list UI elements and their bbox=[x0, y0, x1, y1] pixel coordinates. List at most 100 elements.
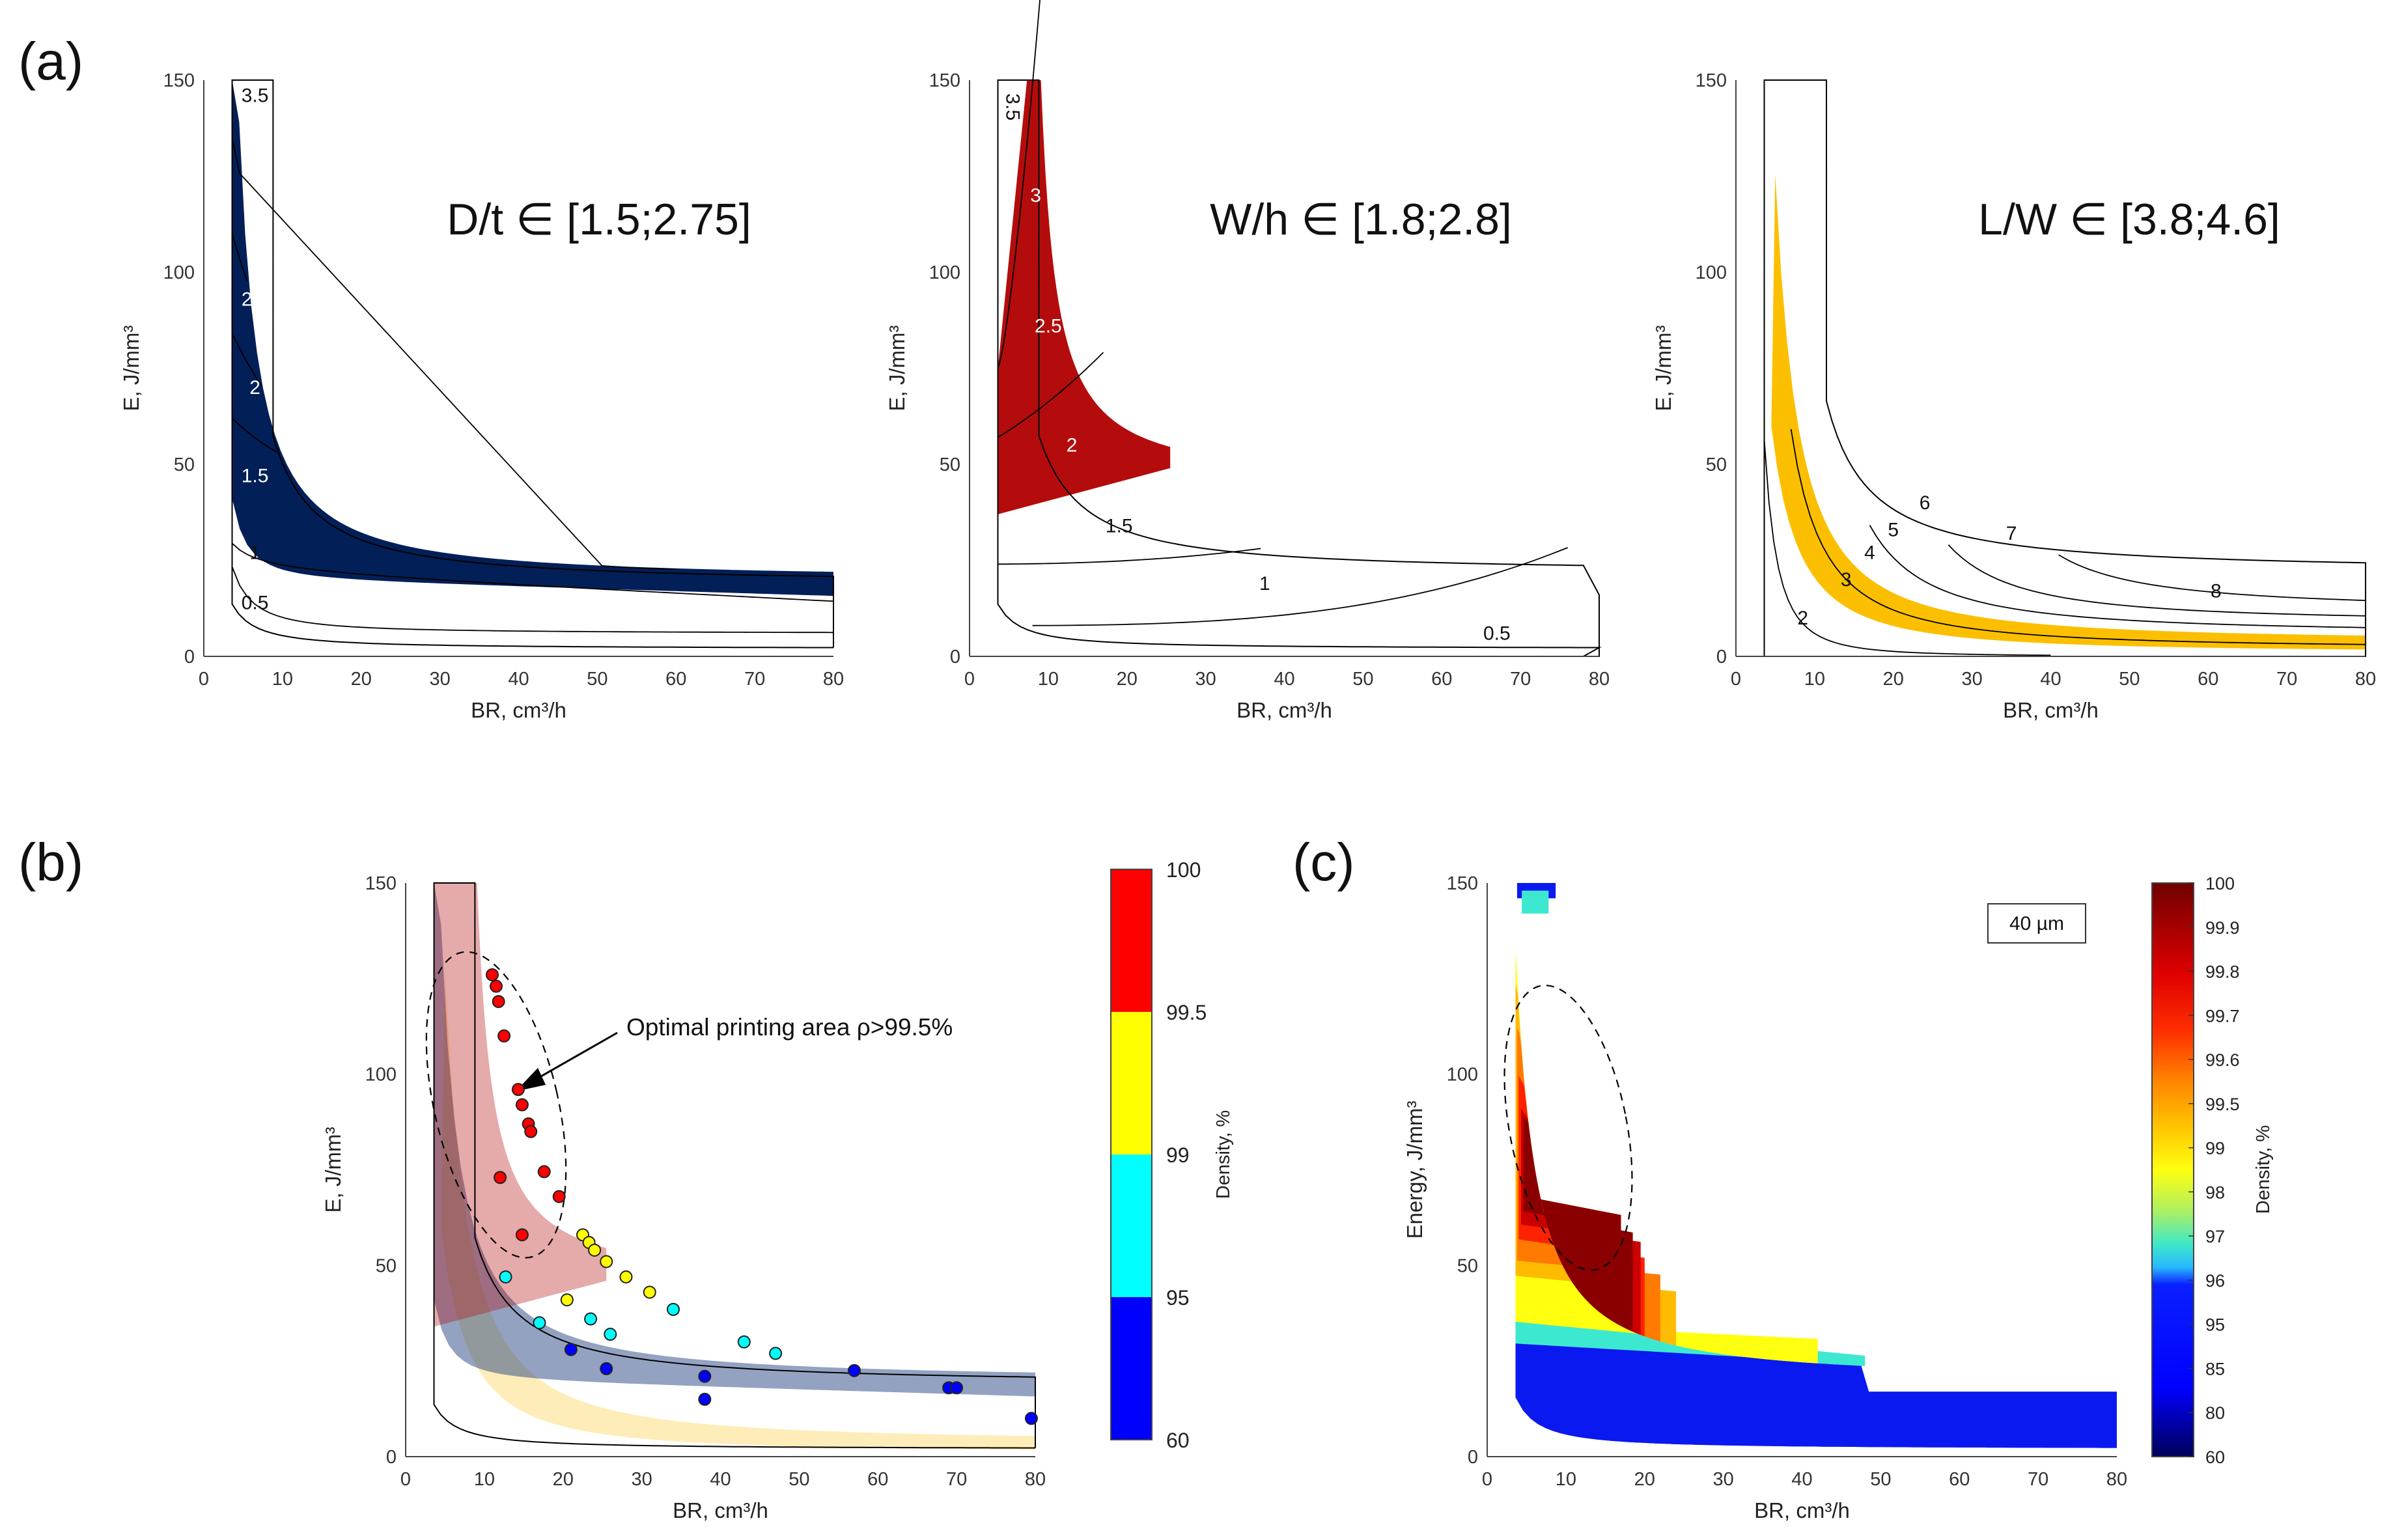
colorbar-tick: 99.6 bbox=[2205, 1050, 2240, 1070]
x-tick-label: 50 bbox=[1870, 1469, 1891, 1490]
x-tick-label: 30 bbox=[631, 1469, 652, 1490]
scatter-point bbox=[698, 1369, 712, 1383]
x-tick-label: 10 bbox=[1038, 669, 1059, 690]
y-tick-label: 0 bbox=[184, 647, 195, 667]
chart-b-density-scatter: Optimal printing area ρ>99.5% 0 10 20 30 40 50… bbox=[321, 858, 1234, 1522]
chart-title: D/t ∈ [1.5;2.75] bbox=[447, 195, 751, 244]
y-tick-label: 100 bbox=[929, 262, 960, 283]
x-tick-label: 50 bbox=[1352, 669, 1373, 690]
x-axis-label: BR, cm³/h bbox=[2003, 698, 2099, 722]
x-tick-label: 30 bbox=[1712, 1469, 1733, 1490]
scatter-point bbox=[492, 995, 505, 1009]
x-tick-label: 20 bbox=[1883, 669, 1904, 690]
x-tick-label: 60 bbox=[1949, 1469, 1970, 1490]
panel-label-b: (b) bbox=[18, 833, 83, 892]
scatter-point bbox=[515, 1228, 529, 1242]
contour-label: 3 bbox=[1030, 185, 1041, 206]
contour-label: 3 bbox=[249, 208, 260, 229]
wh-region-overlay bbox=[434, 883, 607, 1327]
colorbar-band bbox=[1111, 1297, 1152, 1440]
density-band bbox=[1523, 1117, 1633, 1332]
colorbar-tick: 60 bbox=[1166, 1429, 1190, 1452]
contour-line bbox=[1032, 547, 1569, 626]
scatter-point bbox=[533, 1316, 546, 1330]
y-tick-label: 50 bbox=[174, 455, 195, 475]
x-tick-label: 0 bbox=[400, 1469, 411, 1490]
x-axis-label: BR, cm³/h bbox=[1236, 698, 1332, 722]
contour-label: 3 bbox=[1841, 569, 1852, 591]
colorbar-tick: 60 bbox=[2205, 1448, 2225, 1467]
feasible-region bbox=[998, 80, 1171, 514]
colorbar-tick: 99.5 bbox=[1166, 1001, 1207, 1024]
x-tick-label: 80 bbox=[2106, 1469, 2127, 1490]
colorbar-frame bbox=[1110, 869, 1153, 1440]
y-tick-label: 150 bbox=[163, 70, 195, 91]
y-tick-label: 50 bbox=[1457, 1255, 1478, 1276]
optimal-area-ellipse bbox=[425, 951, 567, 1259]
colorbar-tick: 96 bbox=[2205, 1271, 2225, 1291]
scatter-point bbox=[737, 1335, 751, 1349]
optimal-area-ellipse bbox=[1503, 985, 1633, 1271]
scatter-point bbox=[1024, 1412, 1038, 1425]
x-tick-label: 10 bbox=[272, 669, 293, 690]
y-tick-label: 100 bbox=[1696, 262, 1727, 283]
density-band bbox=[1522, 890, 1549, 914]
x-tick-label: 60 bbox=[2198, 669, 2218, 690]
x-tick-label: 70 bbox=[946, 1469, 967, 1490]
colorbar-tick: 100 bbox=[2205, 874, 2235, 893]
x-tick-label: 20 bbox=[1117, 669, 1138, 690]
colorbar-band bbox=[1111, 869, 1152, 1012]
feasible-region bbox=[232, 80, 833, 596]
x-tick-label: 50 bbox=[587, 669, 608, 690]
chart-title: W/h ∈ [1.8;2.8] bbox=[1210, 195, 1512, 244]
contour-label: 1.5 bbox=[1106, 515, 1133, 537]
y-tick-label: 0 bbox=[1468, 1447, 1478, 1468]
y-tick-label: 100 bbox=[1447, 1065, 1478, 1085]
colorbar-tick: 99.5 bbox=[2205, 1095, 2240, 1114]
colorbar-tick: 80 bbox=[2205, 1403, 2225, 1423]
colorbar-tick: 98 bbox=[2205, 1183, 2225, 1202]
x-tick-label: 50 bbox=[789, 1469, 809, 1490]
y-axis-label: E, J/mm³ bbox=[885, 325, 909, 411]
y-tick-label: 50 bbox=[940, 455, 960, 475]
x-tick-label: 70 bbox=[2028, 1469, 2048, 1490]
colorbar-tick: 99.8 bbox=[2205, 962, 2240, 982]
panel-label-c: (c) bbox=[1292, 833, 1355, 892]
contour-line bbox=[1763, 440, 2051, 656]
contour-label: 6 bbox=[1920, 492, 1931, 514]
contour-line bbox=[231, 333, 262, 387]
y-tick-label: 0 bbox=[950, 647, 960, 667]
x-tick-label: 40 bbox=[508, 669, 529, 690]
x-axis-label: BR, cm³/h bbox=[471, 698, 566, 722]
x-tick-label: 40 bbox=[1274, 669, 1294, 690]
contour-line bbox=[231, 417, 277, 453]
scatter-point bbox=[600, 1362, 613, 1375]
colorbar-tick: 95 bbox=[2205, 1315, 2225, 1335]
scatter-point bbox=[643, 1285, 656, 1299]
window-boundary bbox=[433, 882, 1036, 1449]
y-tick-label: 150 bbox=[929, 70, 960, 91]
contour-line bbox=[2058, 554, 2366, 601]
contour-line bbox=[1948, 544, 2366, 617]
x-tick-label: 40 bbox=[1791, 1469, 1812, 1490]
contour-label: 2 bbox=[1067, 435, 1078, 456]
x-tick-label: 50 bbox=[2119, 669, 2140, 690]
x-tick-label: 30 bbox=[1195, 669, 1216, 690]
scatter-point bbox=[494, 1171, 507, 1184]
contour-label: 2.5 bbox=[1035, 316, 1062, 337]
density-band bbox=[1515, 1343, 2117, 1448]
scatter-point bbox=[769, 1347, 783, 1360]
contour-label: 8 bbox=[2211, 581, 2222, 602]
contour-line bbox=[1869, 525, 2366, 628]
scatter-point bbox=[600, 1255, 613, 1268]
scatter-point bbox=[552, 1190, 566, 1203]
contour-line bbox=[231, 233, 248, 281]
x-tick-label: 10 bbox=[474, 1469, 495, 1490]
chart-a1-dt-ratio: 3.5 3 2.5 2 1.5 1 0.5 0 10 20 30 40 50 60 70 80 0 50 100 15… bbox=[119, 70, 844, 722]
y-tick-label: 100 bbox=[365, 1065, 397, 1085]
contour-label: 3.5 bbox=[1001, 93, 1023, 120]
x-tick-label: 60 bbox=[867, 1469, 888, 1490]
contour-line bbox=[231, 542, 834, 602]
x-tick-label: 80 bbox=[823, 669, 844, 690]
density-band bbox=[1515, 949, 1818, 1364]
